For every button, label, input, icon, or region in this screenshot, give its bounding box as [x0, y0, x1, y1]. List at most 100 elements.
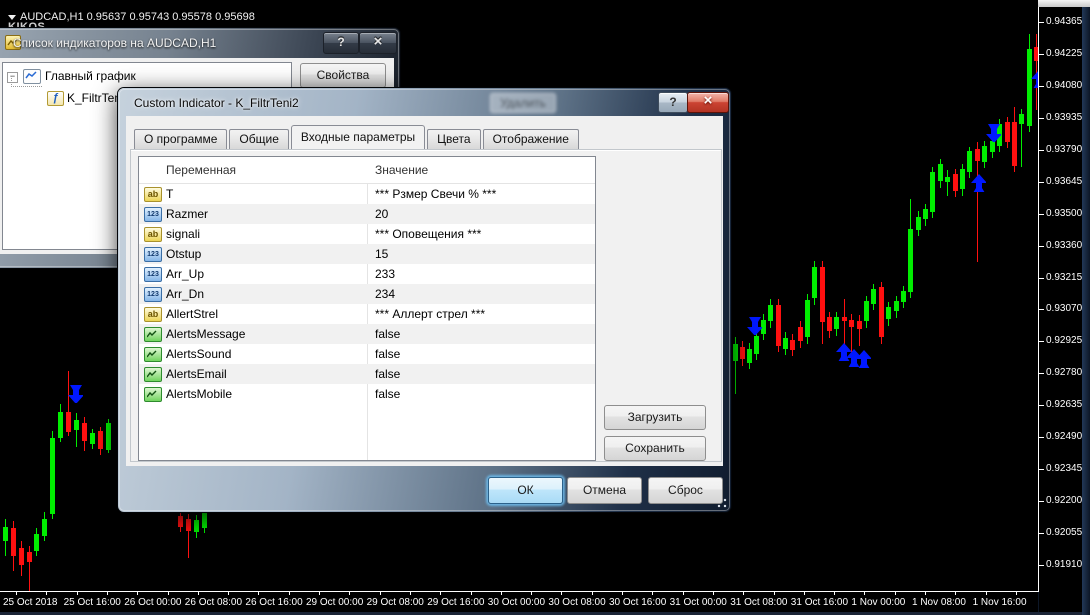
table-row[interactable]: AlertsEmail false	[139, 364, 595, 384]
table-row[interactable]: ab signali *** Оповещения ***	[139, 224, 595, 244]
param-value[interactable]: *** Оповещения ***	[375, 227, 482, 241]
tab-visualization[interactable]: Отображение	[482, 129, 579, 149]
close-button[interactable]: ×	[359, 32, 397, 54]
time-label: 30 Oct 16:00	[609, 597, 667, 608]
indicators-list-icon	[5, 35, 21, 50]
param-name: Arr_Dn	[166, 287, 205, 301]
param-value[interactable]: 15	[375, 247, 389, 261]
price-tick	[1039, 277, 1044, 279]
quote-dropdown-icon[interactable]	[8, 15, 16, 20]
candle-wick	[851, 314, 852, 352]
candle-body	[886, 307, 891, 319]
sell-signal-arrow-icon	[747, 317, 762, 335]
resize-grip[interactable]	[717, 498, 727, 508]
window-bottom-border	[0, 612, 1082, 615]
price-tick	[1039, 341, 1044, 343]
candle-body	[790, 340, 795, 350]
column-divider[interactable]	[367, 157, 368, 460]
properties-button[interactable]: Свойства	[300, 63, 386, 88]
indicators-list-titlebar[interactable]: Список индикаторов на AUDCAD,H1 ? ×	[0, 28, 400, 58]
param-value[interactable]: false	[375, 327, 401, 341]
column-header-value: Значение	[375, 163, 429, 177]
time-label: 1 Nov 00:00	[851, 597, 906, 608]
param-value[interactable]: 234	[375, 287, 396, 301]
price-label: 0.94225	[1046, 47, 1083, 59]
help-button[interactable]: ?	[323, 32, 359, 54]
buy-signal-arrow-icon	[856, 350, 871, 368]
cancel-button[interactable]: Отмена	[567, 477, 642, 504]
table-row[interactable]: ab AllertStrel *** Аллерт стрел ***	[139, 304, 595, 324]
candle-body	[768, 305, 773, 321]
time-tick	[137, 591, 139, 595]
candle-body	[857, 321, 862, 329]
param-value[interactable]: *** Аллерт стрел ***	[375, 307, 486, 321]
candle-body	[990, 141, 995, 152]
time-tick	[379, 591, 381, 595]
candle-body	[58, 412, 63, 438]
tree-item-main-chart[interactable]: − Главный график	[3, 69, 283, 86]
chart-type-icon	[144, 347, 162, 362]
tab-colors[interactable]: Цвета	[427, 129, 481, 149]
price-label: 0.93790	[1046, 143, 1083, 155]
candle-wick	[68, 371, 69, 436]
price-axis[interactable]: 0.94365 0.94225 0.94080 0.93935 0.93790 0.936…	[1039, 7, 1082, 612]
table-row[interactable]: AlertsMobile false	[139, 384, 595, 404]
parameters-table: Переменная Значение ab T *** Рзмер Свечи %…	[138, 156, 596, 461]
time-tick	[76, 591, 78, 595]
save-button[interactable]: Сохранить	[604, 436, 706, 461]
tree-item-indicator[interactable]: ƒ K_FiltrTeni2	[3, 91, 283, 108]
time-label: 26 Oct 00:00	[124, 597, 182, 608]
param-value[interactable]: *** Рзмер Свечи % ***	[375, 187, 497, 201]
load-button[interactable]: Загрузить	[604, 405, 706, 430]
reset-button[interactable]: Сброс	[648, 477, 723, 504]
time-tick	[834, 591, 836, 595]
table-row[interactable]: AlertsMessage false	[139, 324, 595, 344]
ok-button[interactable]: ОК	[488, 477, 563, 504]
candle-body	[812, 267, 817, 298]
table-row[interactable]: ab T *** Рзмер Свечи % ***	[139, 184, 595, 204]
candle-wick	[844, 299, 845, 348]
help-button[interactable]: ?	[658, 92, 688, 113]
param-value[interactable]: false	[375, 387, 401, 401]
time-label: 1 Nov 08:00	[912, 597, 966, 608]
tree-item-label[interactable]: K_FiltrTeni2	[67, 91, 131, 105]
param-name: AllertStrel	[166, 307, 219, 321]
time-tick	[16, 591, 17, 595]
custom-indicator-titlebar[interactable]: Custom Indicator - K_FiltrTeni2 Удалить …	[118, 88, 731, 118]
param-name: AlertsEmail	[166, 367, 227, 381]
candle-wick	[1036, 34, 1037, 110]
tab-common[interactable]: Общие	[229, 129, 289, 149]
sell-signal-arrow-icon	[68, 385, 83, 403]
table-row[interactable]: 123 Otstup 15	[139, 244, 595, 264]
table-row[interactable]: AlertsSound false	[139, 344, 595, 364]
buy-signal-arrow-icon	[836, 343, 851, 361]
candle-body	[842, 317, 847, 321]
time-label: 29 Oct 00:00	[306, 597, 364, 608]
param-value[interactable]: 233	[375, 267, 396, 281]
param-value[interactable]: false	[375, 367, 401, 381]
column-header-variable: Переменная	[166, 163, 236, 177]
param-value[interactable]: false	[375, 347, 401, 361]
candle-body	[1019, 114, 1024, 124]
table-row[interactable]: 123 Arr_Dn 234	[139, 284, 595, 304]
buy-signal-arrow-icon	[971, 174, 986, 192]
window-right-border	[1082, 7, 1090, 615]
tab-inputs[interactable]: Входные параметры	[290, 125, 426, 149]
close-button[interactable]: ×	[687, 92, 729, 113]
table-row[interactable]: 123 Razmer 20	[139, 204, 595, 224]
tree-expander-icon[interactable]: −	[7, 72, 18, 83]
tree-item-label[interactable]: Главный график	[45, 69, 136, 83]
candle-body	[945, 177, 950, 182]
candle-body	[930, 172, 935, 212]
param-name: Arr_Up	[166, 267, 205, 281]
chart-type-icon	[144, 367, 162, 382]
tab-about[interactable]: О программе	[134, 129, 228, 149]
param-name: T	[166, 187, 174, 201]
price-tick	[1039, 117, 1044, 119]
price-label: 0.93500	[1046, 207, 1083, 219]
time-tick	[682, 591, 684, 595]
time-tick	[470, 591, 472, 595]
table-row[interactable]: 123 Arr_Up 233	[139, 264, 595, 284]
candle-body	[90, 433, 95, 444]
param-value[interactable]: 20	[375, 207, 389, 221]
